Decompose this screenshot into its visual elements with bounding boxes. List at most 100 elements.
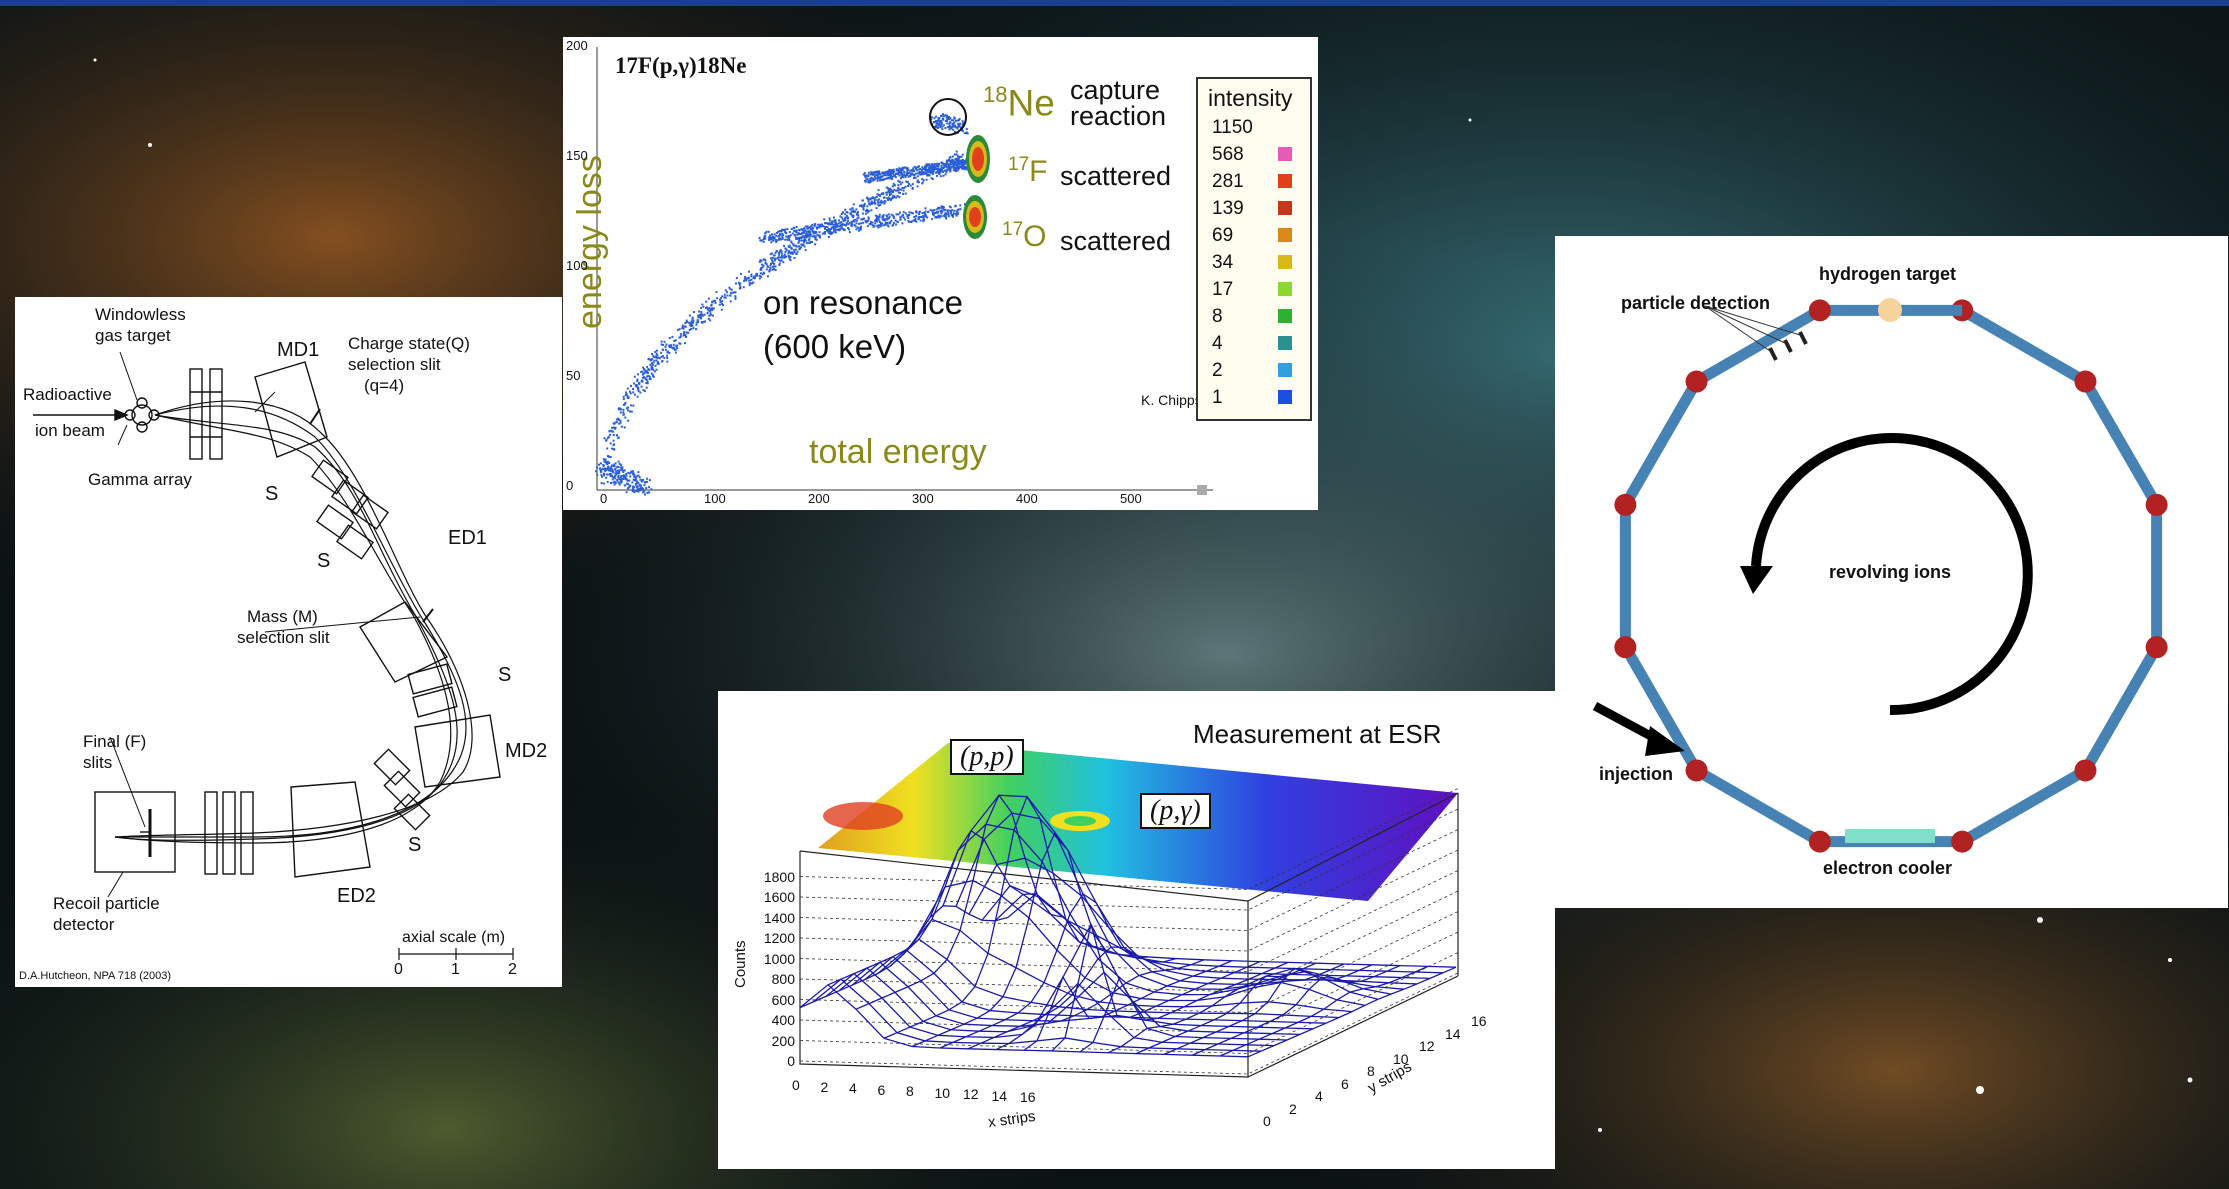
legend-swatch-6 <box>1278 282 1292 296</box>
ring-dipole <box>1951 830 1974 853</box>
reaction-label: 17F(p,γ)18Ne <box>615 53 747 78</box>
esr-plot-drawing <box>799 743 1459 1078</box>
pid-y-tick-4: 200 <box>566 38 588 53</box>
recoil-detector-label-1: Recoil particle <box>53 894 160 913</box>
legend-value-9: 2 <box>1212 360 1223 381</box>
ring-segment <box>1620 644 1702 774</box>
s-label-3: S <box>498 664 512 686</box>
ne-label: 18Ne <box>983 82 1055 124</box>
ne-mass: 18 <box>983 82 1008 107</box>
legend-value-6: 17 <box>1212 279 1234 300</box>
final-slits-label-1: Final (F) <box>83 732 147 751</box>
ring-segment <box>1959 305 2089 387</box>
esr-x-tick-3: 6 <box>877 1081 886 1098</box>
ring-dipole <box>2074 759 2097 782</box>
esr-y-tick-0: 0 <box>1263 1113 1271 1129</box>
md2-label: MD2 <box>505 740 548 762</box>
esr-x-tick-4: 8 <box>906 1083 914 1099</box>
pid-x-tick-1: 100 <box>704 491 726 506</box>
separator-credit: D.A.Hutcheon, NPA 718 (2003) <box>19 970 172 982</box>
legend-value-3: 139 <box>1212 198 1244 219</box>
legend-swatch-1 <box>1278 147 1292 161</box>
esr-title: Measurement at ESR <box>1193 719 1442 749</box>
particle-detection-label: particle detection <box>1621 293 1771 313</box>
pid-x-tick-2: 200 <box>808 491 830 506</box>
ring-segment <box>2080 644 2162 774</box>
o-label: 17O <box>1002 219 1046 254</box>
pid-y-tick-0: 0 <box>566 478 574 493</box>
esr-y-tick-4: 8 <box>1367 1063 1375 1079</box>
esr-y-tick-5: 10 <box>1393 1050 1409 1067</box>
esr-y-tick-3: 6 <box>1341 1075 1349 1092</box>
ring-segment <box>2080 378 2162 508</box>
esr-z-tick-2: 400 <box>771 1012 795 1028</box>
esr-heatmap <box>818 743 1458 901</box>
pid-x-tick-4: 400 <box>1016 491 1038 506</box>
energy-loss-label: energy loss <box>571 155 609 329</box>
esr-y-tick-2: 4 <box>1315 1088 1323 1104</box>
top-bar <box>0 0 2229 6</box>
esr-x-tick-8: 16 <box>1020 1089 1036 1105</box>
ring-dipole <box>2145 636 2168 659</box>
pp-label: (p,p) <box>950 739 1024 775</box>
f-scattered-label: scattered <box>1060 161 1172 191</box>
ring-segment <box>1693 305 1823 387</box>
ring-dipole <box>1614 493 1637 516</box>
resonance-label-2: (600 keV) <box>763 328 907 365</box>
ed2-label: ED2 <box>337 885 376 907</box>
esr-z-tick-3: 600 <box>771 991 795 1008</box>
legend-swatch-7 <box>1278 309 1292 323</box>
legend-swatch-2 <box>1278 174 1292 188</box>
total-energy-label: total energy <box>809 433 987 471</box>
electron-cooler <box>1845 829 1935 843</box>
esr-z-tick-7: 1400 <box>763 909 795 926</box>
charge-slit-label-2: selection slit <box>348 355 441 374</box>
f-symbol: F <box>1029 155 1048 188</box>
mass-slit-label-2: selection slit <box>237 628 330 647</box>
esr-x-tick-7: 14 <box>991 1087 1008 1104</box>
esr-x-tick-0: 0 <box>792 1077 800 1093</box>
o-mass: 17 <box>1002 219 1024 240</box>
charge-slit-label-3: (q=4) <box>364 376 405 395</box>
legend-value-7: 8 <box>1212 306 1223 327</box>
axial-tick-1: 1 <box>451 961 460 978</box>
s-label-1: S <box>265 483 279 505</box>
s-label-4: S <box>408 834 422 856</box>
legend-value-4: 69 <box>1212 225 1234 246</box>
mass-slit-label-1: Mass (M) <box>247 607 318 626</box>
esr-x-tick-6: 12 <box>963 1086 979 1102</box>
pid-plot-drawing <box>594 47 1213 496</box>
ring-dipole <box>2145 493 2168 516</box>
gamma-array-label: Gamma array <box>88 470 192 489</box>
resonance-label-1: on resonance <box>763 284 963 321</box>
pid-y-tick-1: 50 <box>566 368 581 383</box>
legend-swatch-10 <box>1278 390 1292 404</box>
esr-plot-panel: Measurement at ESR (p,p) (p,γ) Counts x … <box>718 691 1555 1169</box>
axial-tick-0: 0 <box>394 961 403 978</box>
legend-value-0: 1150 <box>1212 117 1253 138</box>
legend-swatch-5 <box>1278 255 1292 269</box>
f-label: 17F <box>1008 154 1047 189</box>
electron-cooler-label: electron cooler <box>1823 858 1953 878</box>
ed1-label: ED1 <box>448 527 487 549</box>
separator-drawing <box>33 351 514 960</box>
ring-segment <box>1959 765 2089 847</box>
ring-dipole <box>1808 830 1831 853</box>
pid-x-tick-5: 500 <box>1120 491 1142 506</box>
esr-y-tick-7: 14 <box>1445 1025 1461 1042</box>
axial-tick-2: 2 <box>508 961 517 978</box>
ring-dipole <box>1808 299 1831 322</box>
esr-y-tick-1: 2 <box>1289 1100 1297 1117</box>
legend-value-5: 34 <box>1212 252 1234 273</box>
legend-value-1: 568 <box>1212 144 1244 165</box>
separator-schematic-panel: Windowless gas target MD1 Charge state(Q… <box>15 297 562 987</box>
esr-z-tick-8: 1600 <box>763 889 795 905</box>
ring-dipole <box>1685 759 1708 782</box>
ring-dipole <box>1614 636 1637 659</box>
esr-x-tick-2: 4 <box>849 1080 857 1096</box>
esr-y-tick-6: 12 <box>1419 1038 1435 1054</box>
revolving-ions-label: revolving ions <box>1829 562 1952 582</box>
pid-y-tick-2: 100 <box>566 258 588 273</box>
pid-x-tick-0: 0 <box>600 491 608 506</box>
legend-title: intensity <box>1208 85 1293 111</box>
